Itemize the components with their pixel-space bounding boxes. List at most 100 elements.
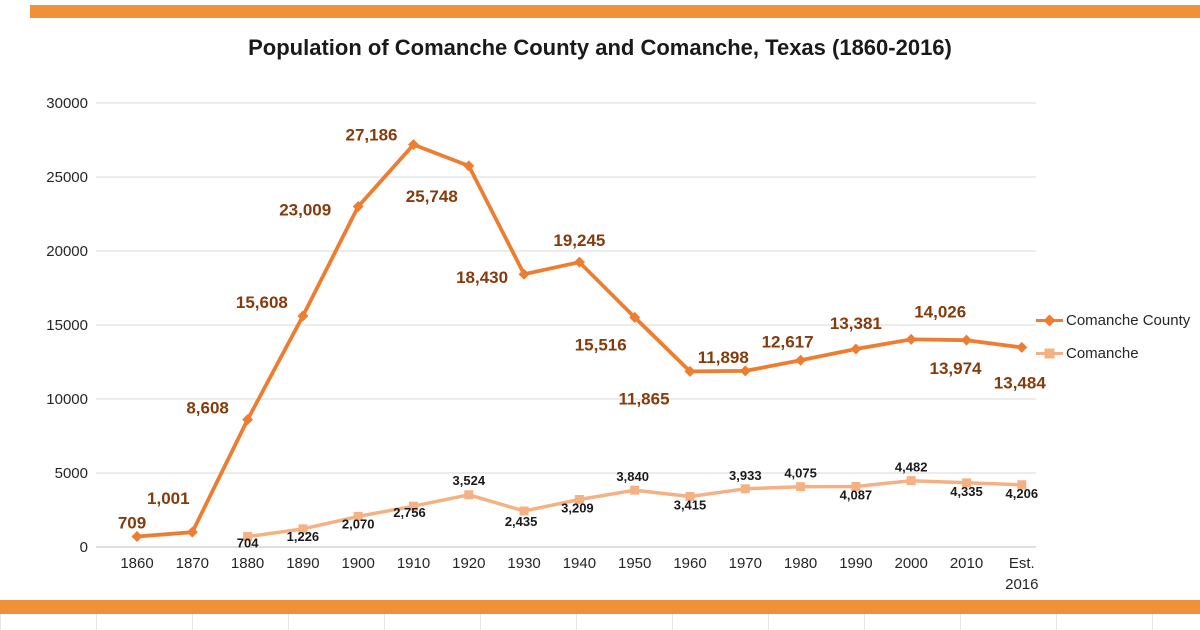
x-tick-label: 1910 — [397, 555, 430, 572]
x-tick-label: 1960 — [673, 555, 706, 572]
point-label-comanche-county: 18,430 — [456, 268, 508, 287]
point-label-comanche: 4,335 — [950, 484, 983, 499]
x-tick-label: 1990 — [839, 555, 872, 572]
spreadsheet-gridline-row — [0, 614, 1200, 630]
point-label-comanche-county: 8,608 — [186, 399, 229, 418]
x-tick-label: 1880 — [231, 555, 264, 572]
marker-comanche-county — [352, 200, 364, 212]
top-accent-bar — [30, 5, 1200, 18]
bottom-accent-bar — [0, 600, 1200, 614]
y-tick-label: 25000 — [46, 169, 88, 186]
marker-comanche-county — [131, 531, 143, 543]
marker-comanche — [740, 484, 750, 494]
legend-item-comanche-county: Comanche County — [1036, 310, 1190, 330]
marker-comanche-county — [408, 139, 419, 151]
x-tick-label: 1900 — [342, 555, 375, 572]
point-label-comanche-county: 14,026 — [914, 302, 966, 321]
x-tick-label: 1980 — [784, 555, 817, 572]
marker-comanche — [685, 491, 695, 501]
marker-comanche-county — [1016, 341, 1028, 353]
marker-comanche-county — [961, 334, 972, 346]
y-tick-label: 30000 — [46, 95, 88, 112]
marker-comanche — [519, 506, 529, 516]
marker-comanche-county — [905, 333, 917, 345]
point-label-comanche-county: 1,001 — [147, 489, 190, 508]
x-tick-label: 1970 — [729, 555, 762, 572]
x-tick-label: 1920 — [452, 555, 485, 572]
point-label-comanche-county: 19,245 — [553, 231, 605, 250]
y-tick-label: 5000 — [55, 465, 88, 482]
marker-comanche — [243, 532, 253, 542]
point-label-comanche: 4,087 — [840, 488, 873, 503]
marker-comanche-county — [463, 160, 475, 172]
marker-comanche — [1017, 480, 1027, 490]
point-label-comanche: 2,756 — [393, 505, 426, 520]
point-label-comanche-county: 13,974 — [930, 359, 983, 378]
x-tick-label: Est. 2016 — [1005, 555, 1038, 593]
y-tick-label: 0 — [80, 539, 88, 556]
marker-comanche-county — [186, 526, 198, 538]
marker-comanche — [796, 482, 806, 492]
legend-label-comanche-county: Comanche County — [1066, 311, 1191, 329]
point-label-comanche: 2,435 — [505, 514, 538, 529]
x-tick-label: 1930 — [507, 555, 540, 572]
point-label-comanche-county: 13,381 — [830, 314, 882, 333]
marker-comanche-county — [795, 354, 807, 366]
y-tick-label: 20000 — [46, 243, 88, 260]
legend-label-comanche: Comanche — [1066, 344, 1139, 362]
point-label-comanche: 2,070 — [342, 516, 375, 531]
point-label-comanche-county: 13,484 — [994, 373, 1047, 392]
marker-comanche — [962, 478, 971, 488]
point-label-comanche-county: 15,516 — [575, 335, 627, 354]
point-label-comanche-county: 11,898 — [698, 348, 749, 367]
point-label-comanche-county: 25,748 — [406, 187, 458, 206]
legend-item-comanche: Comanche — [1036, 343, 1190, 363]
x-tick-label: 2000 — [895, 555, 928, 572]
marker-comanche-county — [850, 343, 862, 355]
chart-legend: Comanche County Comanche — [1036, 310, 1190, 363]
point-label-comanche: 3,524 — [453, 473, 486, 488]
x-tick-label: 2010 — [950, 555, 983, 572]
comanche-legend-marker-icon — [1036, 348, 1063, 358]
marker-comanche-county — [684, 365, 696, 377]
y-tick-label: 15000 — [46, 317, 88, 334]
marker-comanche-county — [242, 414, 254, 426]
marker-comanche-county — [518, 268, 530, 280]
x-tick-label: 1940 — [563, 555, 596, 572]
point-label-comanche: 3,840 — [616, 469, 649, 484]
point-label-comanche: 4,075 — [784, 466, 817, 481]
marker-comanche-county — [629, 311, 641, 323]
point-label-comanche: 3,209 — [561, 501, 594, 516]
marker-comanche — [906, 476, 916, 486]
point-label-comanche-county: 27,186 — [346, 126, 398, 145]
y-tick-label: 10000 — [46, 391, 88, 408]
point-label-comanche: 704 — [237, 536, 259, 551]
chart-title: Population of Comanche County and Comanc… — [248, 35, 952, 60]
marker-comanche-county — [573, 256, 585, 268]
point-label-comanche-county: 23,009 — [279, 200, 331, 219]
point-label-comanche: 4,482 — [895, 460, 928, 475]
x-tick-label: 1890 — [286, 555, 319, 572]
marker-comanche — [851, 482, 861, 492]
x-tick-label: 1860 — [120, 555, 153, 572]
marker-comanche — [298, 524, 308, 534]
marker-comanche — [464, 490, 474, 500]
marker-comanche — [630, 485, 640, 495]
marker-comanche — [353, 511, 363, 521]
x-tick-label: 1870 — [176, 555, 209, 572]
marker-comanche-county — [739, 365, 751, 377]
point-label-comanche: 3,933 — [729, 468, 762, 483]
point-label-comanche: 3,415 — [674, 497, 707, 512]
x-tick-label: 1950 — [618, 555, 651, 572]
point-label-comanche-county: 709 — [118, 514, 146, 533]
point-label-comanche-county: 15,608 — [236, 293, 288, 312]
comanche-county-legend-marker-icon — [1036, 314, 1063, 326]
point-label-comanche: 1,226 — [287, 529, 320, 544]
point-label-comanche-county: 12,617 — [762, 332, 814, 351]
point-label-comanche: 4,206 — [1006, 486, 1039, 501]
marker-comanche — [574, 495, 584, 505]
marker-comanche-county — [297, 310, 309, 322]
point-label-comanche-county: 11,865 — [618, 389, 669, 408]
